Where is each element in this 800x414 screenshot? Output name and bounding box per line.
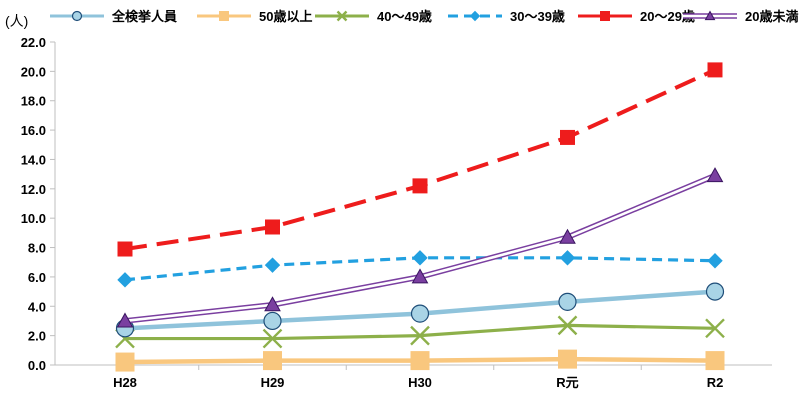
legend-marker-age20 — [600, 11, 610, 21]
data-point-age30 — [412, 250, 428, 266]
data-point-age40 — [262, 328, 283, 349]
series-under20 — [116, 167, 724, 328]
data-point-age30 — [264, 257, 281, 273]
legend-label-age30: 30～39歳 — [510, 9, 565, 24]
data-point-under20 — [116, 312, 134, 328]
legend-marker-age40 — [336, 10, 348, 22]
data-point-age50 — [115, 352, 135, 372]
x-tick-label: H29 — [261, 375, 285, 390]
data-point-age30 — [559, 250, 576, 266]
y-tick-label: 2.0 — [28, 329, 46, 344]
x-tick-label: H28 — [113, 375, 137, 390]
data-point-total — [558, 292, 577, 311]
legend-label-age40: 40～49歳 — [377, 9, 432, 24]
data-point-age40 — [705, 318, 725, 339]
data-point-age20 — [265, 219, 280, 235]
y-tick-label: 6.0 — [28, 270, 46, 285]
legend-item-age20: 20～29歳 — [578, 9, 695, 24]
legend-label-under20: 20歳未満 — [745, 9, 798, 24]
y-tick-label: 0.0 — [28, 358, 46, 373]
data-point-age20 — [412, 178, 428, 194]
data-point-total — [410, 304, 430, 323]
data-point-under20 — [264, 296, 281, 312]
data-point-age40 — [557, 315, 578, 336]
data-point-age50 — [410, 351, 430, 371]
axes: 0.0 2.0 4.0 6.0 8.0 10.0 12.0 14.0 16.0 18.0 20.0 2… — [21, 35, 772, 390]
legend-marker-age30 — [469, 10, 481, 22]
x-tick-label: H30 — [408, 375, 432, 390]
data-point-total — [705, 282, 725, 301]
series-total — [115, 282, 725, 338]
series-age20 — [117, 62, 723, 257]
data-point-age50 — [558, 349, 577, 369]
legend-marker-age50 — [219, 11, 229, 21]
y-tick-label: 10.0 — [21, 211, 46, 226]
legend-item-age50: 50歳以上 — [197, 9, 312, 24]
y-tick-label: 8.0 — [28, 241, 46, 256]
y-tick-label: 18.0 — [21, 94, 46, 109]
y-tick-label: 22.0 — [21, 35, 46, 50]
legend-label-age50: 50歳以上 — [259, 9, 312, 24]
y-unit-label: (人) — [5, 13, 28, 29]
data-point-age20 — [707, 62, 723, 78]
y-tick-label: 14.0 — [21, 152, 46, 167]
series-line-age20 — [124, 68, 716, 251]
legend-label-age20: 20～29歳 — [640, 9, 695, 24]
data-point-age50 — [263, 351, 282, 371]
x-tick-label: R元 — [556, 375, 578, 390]
y-tick-label: 12.0 — [21, 182, 46, 197]
data-point-age30 — [707, 253, 723, 269]
data-point-total — [263, 311, 282, 331]
series-age50 — [115, 349, 725, 372]
data-point-under20 — [411, 268, 429, 284]
legend-marker-total — [71, 10, 83, 22]
y-tick-label: 4.0 — [28, 299, 46, 314]
data-point-age40 — [410, 325, 430, 346]
y-tick-label: 20.0 — [21, 64, 46, 79]
data-point-age50 — [705, 351, 725, 371]
legend-item-total: 全検挙人員 — [50, 9, 177, 24]
data-point-age30 — [117, 272, 133, 288]
data-point-age20 — [117, 241, 133, 257]
series-group — [115, 62, 725, 372]
data-point-under20 — [706, 167, 724, 183]
data-point-age20 — [560, 129, 575, 145]
legend: 全検挙人員 50歳以上 40～49歳 30～39歳 20～29歳 20歳未満 — [50, 9, 798, 24]
data-point-under20 — [559, 228, 576, 244]
legend-marker-under20 — [704, 10, 716, 21]
legend-label-total: 全検挙人員 — [111, 9, 177, 24]
x-tick-label: R2 — [707, 375, 724, 390]
legend-item-age40: 40～49歳 — [315, 9, 432, 24]
y-tick-label: 16.0 — [21, 123, 46, 138]
legend-item-under20: 20歳未満 — [683, 9, 798, 24]
legend-item-age30: 30～39歳 — [448, 9, 565, 24]
series-age30 — [117, 250, 723, 288]
